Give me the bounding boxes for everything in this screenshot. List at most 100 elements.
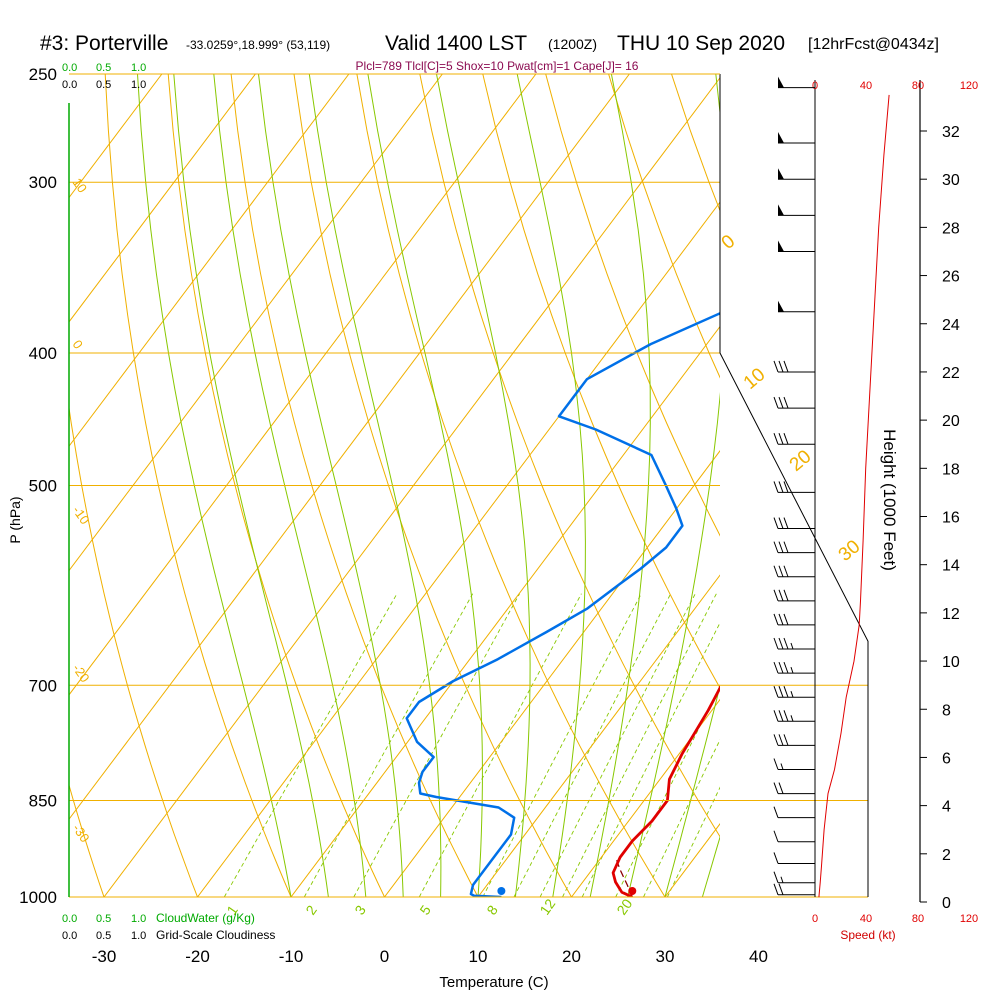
temperature-tick-label: 40 [749,947,768,966]
isotherm-line [477,574,720,897]
moist-adiabat-line [173,74,329,897]
dry-adiabat-line [356,74,666,897]
wind-barb-flag [773,852,779,864]
mixing-ratio-line [482,593,642,897]
wind-barb [773,613,815,626]
pressure-tick-label: 700 [29,676,57,695]
dry-adiabat-line [69,783,105,897]
wind-barb-flag [778,589,784,601]
wind-barb [773,661,815,674]
pressure-tick-label: 1000 [19,888,57,907]
height-tick-label: 14 [942,558,960,575]
speed-axis-label: Speed (kt) [840,928,895,942]
wind-barb-half-flag [790,666,794,674]
wind-barb-flag [773,710,779,722]
isotherm-line [69,74,350,448]
height-axis-label: Height (1000 Feet) [880,429,899,571]
wind-barb-flag [773,871,779,883]
pressure-tick-label: 250 [29,65,57,84]
cloudwater-tick-bottom: 0.5 [96,913,111,925]
dry-adiabat-line [104,74,292,897]
wind-barb [773,734,815,746]
moist-adiabat-line [589,74,651,897]
wind-barb-flag [783,686,789,698]
mixing-ratio-label: 8 [483,902,501,918]
cloudwater-tick-bottom: 1.0 [131,913,146,925]
cloudiness-tick-bottom: 1.0 [131,930,146,942]
wind-barb-pennant [778,204,784,216]
wind-barb-flag [783,565,789,577]
wind-barb [773,852,815,864]
dry-adiabat-line [923,74,1000,897]
temperature-tick-label: 10 [469,947,488,966]
mixing-ratio-label: 2 [302,902,320,918]
utc-time: (1200Z) [548,36,597,52]
wind-barb-flag [783,734,789,746]
isotherm-label: -30 [70,821,93,845]
isotherm-label: 0 [70,337,86,352]
wind-barb-flag [773,782,779,794]
cloudiness-tick-top: 0.5 [96,79,111,91]
wind-barb-flag [778,517,784,529]
isotherm-line [852,74,1000,897]
wind-barb-flag [783,661,789,674]
wind-barb [773,637,815,650]
height-tick-label: 28 [942,220,960,237]
wind-barb-flag [773,758,779,770]
height-tick-label: 20 [942,413,960,430]
temperature-tick-label: -30 [92,947,117,966]
wind-barb-flag [778,565,784,577]
dry-adiabat-line [419,74,720,838]
wind-speed-line [818,94,890,898]
wind-barb-flag [783,710,789,722]
wind-barb-flag [778,661,784,674]
surface-temperature-dot [628,887,637,895]
wind-barb-flag [773,433,779,445]
temperature-tick-label: -20 [185,947,210,966]
wind-barb-flag [773,565,779,577]
wind-barb-flag [773,883,779,895]
dry-adiabat-line [167,74,385,897]
speed-tick-top: 0 [812,80,818,92]
wind-barb [773,710,815,722]
wind-barb [773,806,815,819]
wind-barb-flag [778,734,784,746]
wind-barb-flag [773,734,779,746]
wind-barb-pennant [778,300,784,312]
wind-barb [773,396,815,409]
height-panel: 0246810121416182022242628303200404080801… [773,76,978,925]
cloudwater-tick-top: 0.0 [62,62,77,74]
wind-barb-flag [778,883,784,895]
moist-adiabat-line [367,74,483,897]
wind-barb-flag [773,613,779,626]
moist-adiabat-line [436,74,531,897]
wind-barb-flag [783,637,789,650]
mixing-ratio-label: 5 [416,902,434,918]
pressure-tick-label: 500 [29,477,57,496]
wind-barb-flag [773,830,779,842]
wind-barb-flag [773,637,779,650]
isotherm-label: 10 [70,175,91,195]
moist-adiabat-line [664,684,720,897]
adiabat-label: 30 [835,536,865,566]
wind-barb-flag [783,433,789,445]
pressure-tick-label: 850 [29,792,57,811]
moist-adiabat-line [258,74,404,897]
wind-barb-flag [778,613,784,626]
speed-tick-bottom: 40 [860,913,872,925]
wind-barb-flag [783,613,789,626]
wind-barb [773,360,815,373]
wind-barb-flag [778,782,784,794]
cloudiness-label: Grid-Scale Cloudiness [156,928,275,942]
wind-barb [778,204,815,216]
height-tick-label: 16 [942,510,960,527]
temperature-line [611,684,720,897]
adiabat-label: 10 [740,364,770,394]
wind-barb-flag [783,481,789,493]
wind-barb-flag [778,396,784,409]
wind-barb-flag [773,541,779,553]
wind-barb-flag [773,481,779,493]
